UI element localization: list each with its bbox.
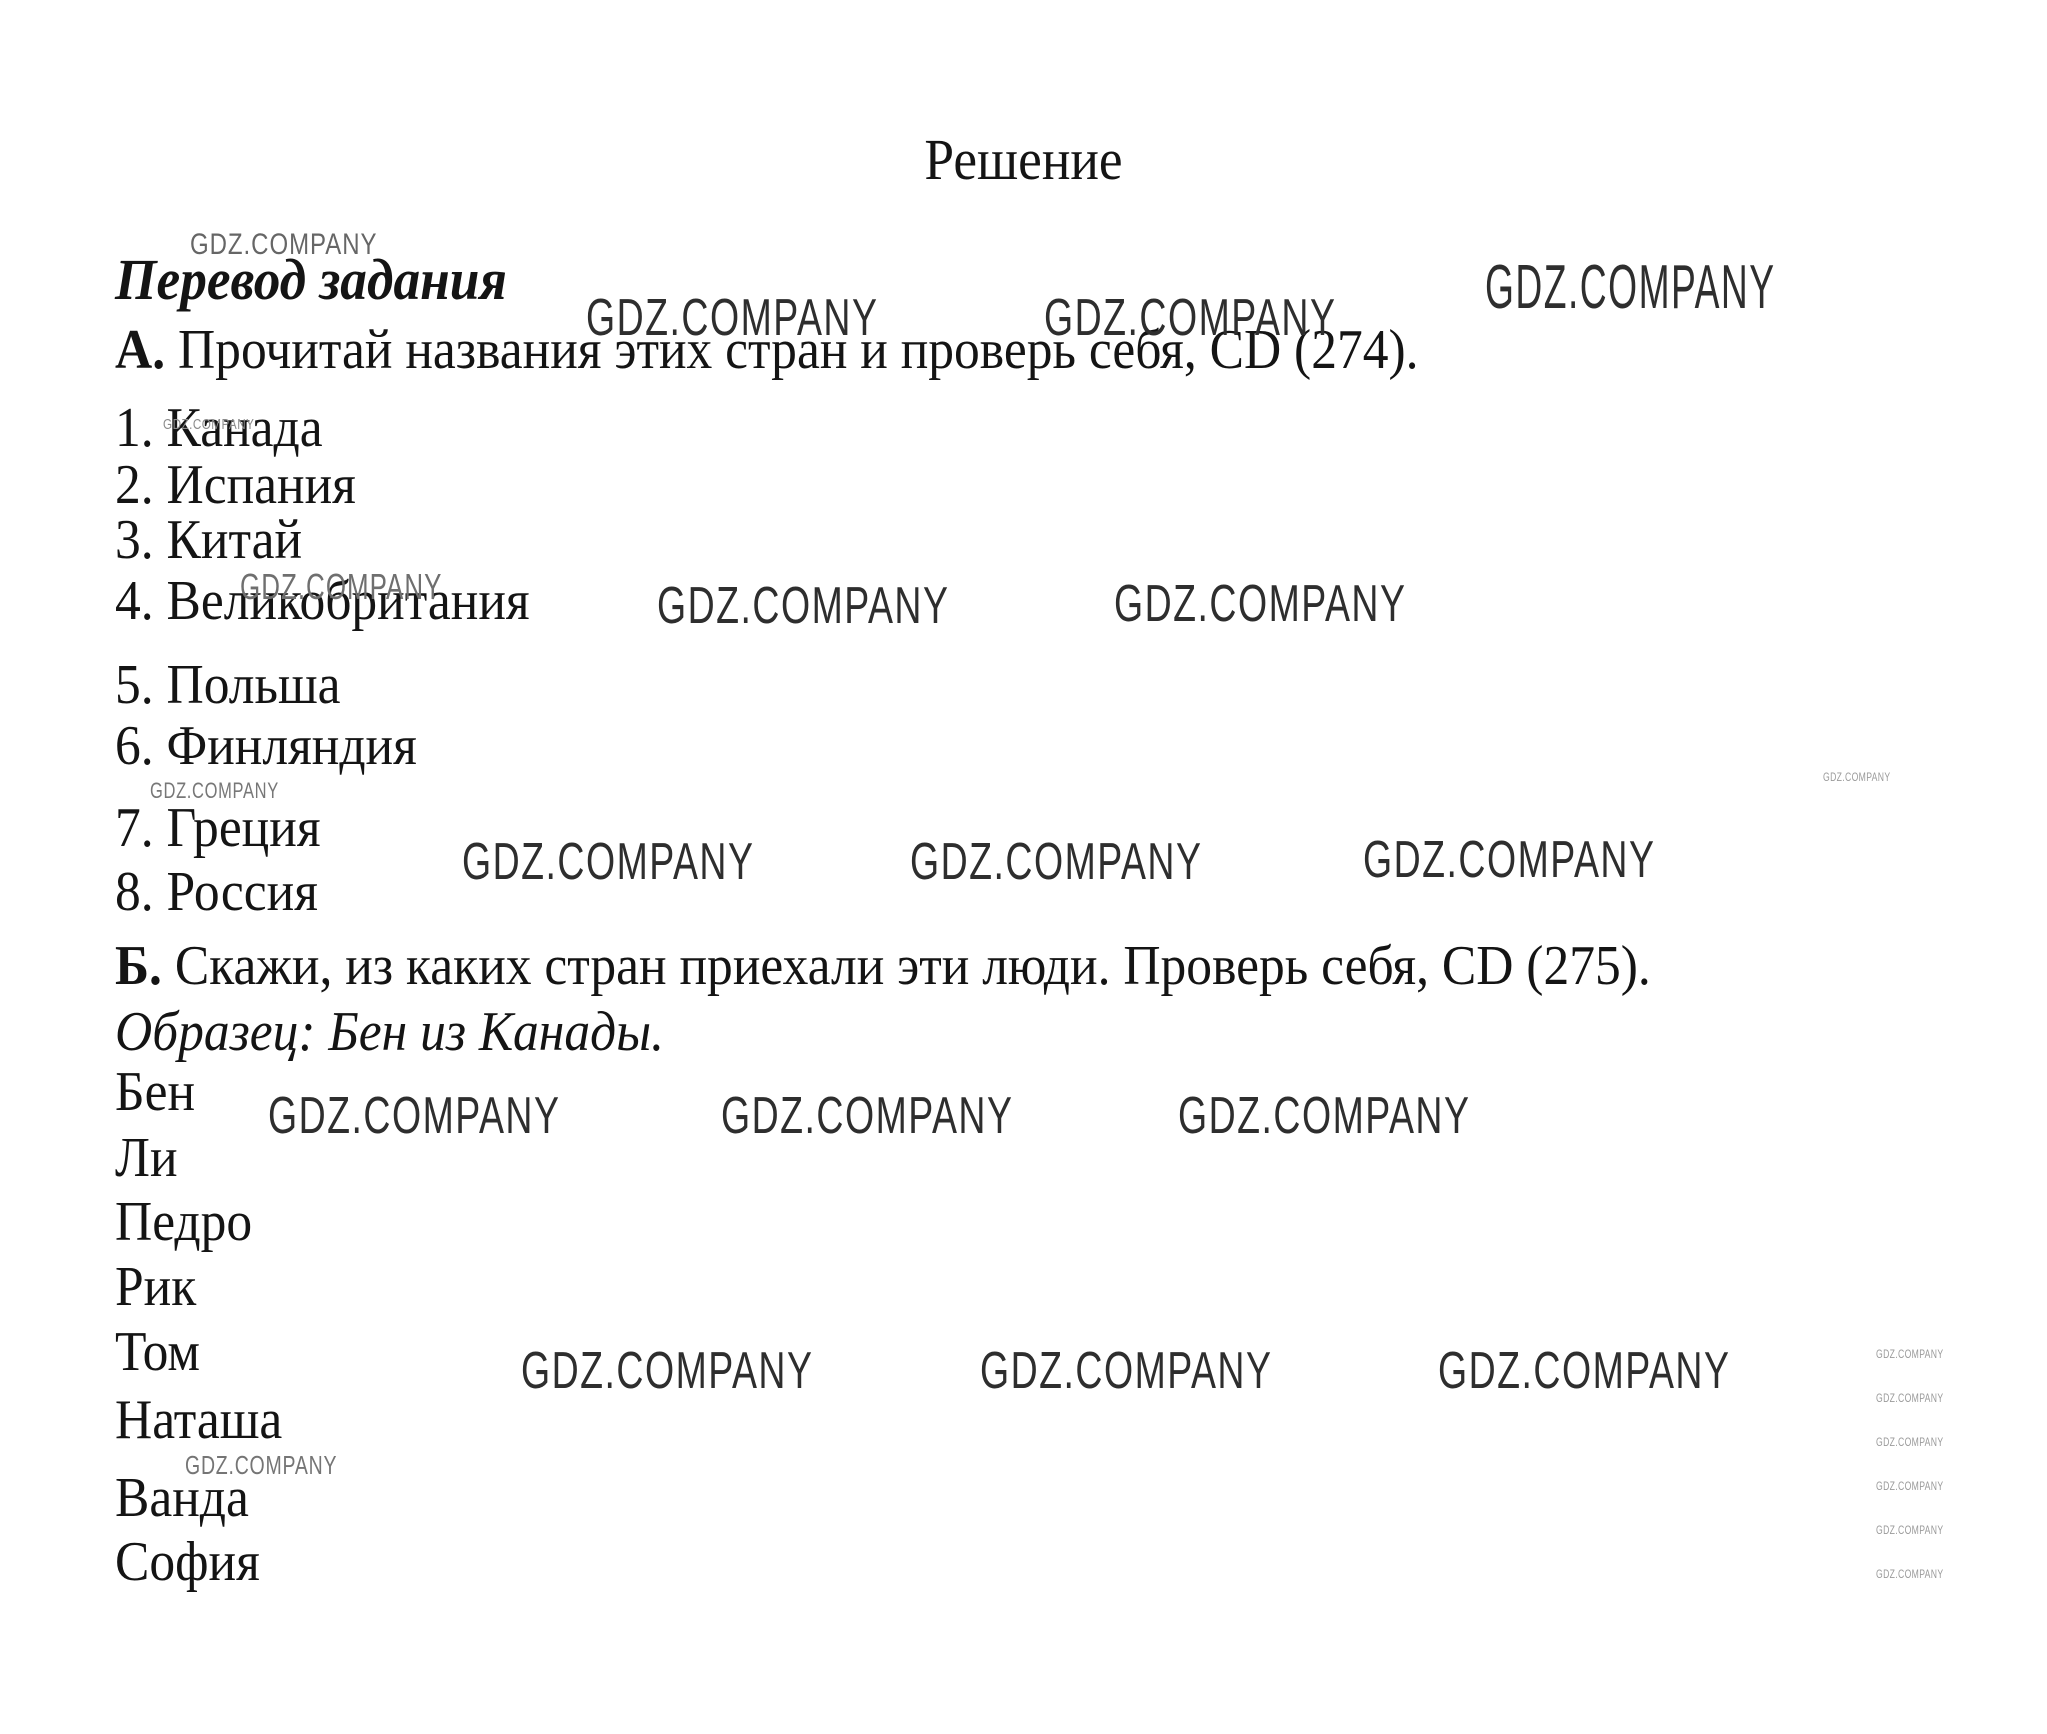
gdz-watermark: GDZ.COMPANY [1485,253,1776,322]
person-name-2: Ли [115,1127,178,1189]
gdz-watermark: GDZ.COMPANY [163,416,255,433]
person-name-8: София [115,1531,260,1593]
person-name-7: Ванда [115,1467,249,1529]
country-item-4: 4. Великобритания [115,570,530,632]
gdz-watermark: GDZ.COMPANY [462,833,755,891]
gdz-watermark: GDZ.COMPANY [1044,289,1337,347]
gdz-watermark: GDZ.COMPANY [240,566,443,607]
gdz-watermark: GDZ.COMPANY [1438,1342,1731,1400]
country-item-1: 1. Канада [115,397,323,459]
gdz-watermark: GDZ.COMPANY [586,289,879,347]
gdz-watermark: GDZ.COMPANY [1876,1347,1944,1361]
example-line: Образец: Бен из Канады. [115,1001,664,1063]
section-a-line: А. Прочитай названия этих стран и провер… [115,319,1419,382]
section-a-label: А. [115,319,166,381]
country-item-6: 6. Финляндия [115,715,417,777]
gdz-watermark: GDZ.COMPANY [1823,770,1891,784]
person-name-5: Том [115,1321,200,1383]
gdz-watermark: GDZ.COMPANY [1363,831,1656,889]
gdz-watermark: GDZ.COMPANY [980,1342,1273,1400]
country-item-3: 3. Китай [115,509,303,571]
section-b-label: Б. [115,935,162,997]
gdz-watermark: GDZ.COMPANY [1114,575,1407,633]
country-item-8: 8. Россия [115,861,318,923]
gdz-watermark: GDZ.COMPANY [1178,1087,1471,1145]
person-name-1: Бен [115,1061,196,1123]
gdz-watermark: GDZ.COMPANY [190,228,378,261]
gdz-watermark: GDZ.COMPANY [1876,1435,1944,1449]
gdz-watermark: GDZ.COMPANY [1876,1391,1944,1405]
gdz-watermark: GDZ.COMPANY [150,778,279,803]
gdz-watermark: GDZ.COMPANY [185,1450,338,1480]
section-a-text: Прочитай названия этих стран и проверь с… [165,319,1419,381]
gdz-watermark: GDZ.COMPANY [910,833,1203,891]
country-item-5: 5. Польша [115,654,341,716]
page-title: Решение [924,127,1123,192]
gdz-watermark: GDZ.COMPANY [268,1087,561,1145]
person-name-6: Наташа [115,1389,283,1451]
gdz-watermark: GDZ.COMPANY [657,577,950,635]
person-name-4: Рик [115,1256,197,1318]
subtitle-task-translation: Перевод задания [115,247,507,312]
gdz-watermark: GDZ.COMPANY [1876,1523,1944,1537]
gdz-watermark: GDZ.COMPANY [521,1342,814,1400]
section-b-text: Скажи, из каких стран приехали эти люди.… [161,935,1651,997]
section-b-line: Б. Скажи, из каких стран приехали эти лю… [115,935,1651,998]
country-item-7: 7. Греция [115,797,321,859]
person-name-3: Педро [115,1191,253,1253]
country-item-2: 2. Испания [115,454,356,516]
gdz-watermark: GDZ.COMPANY [1876,1479,1944,1493]
gdz-watermark: GDZ.COMPANY [1876,1567,1944,1581]
gdz-watermark: GDZ.COMPANY [721,1087,1014,1145]
